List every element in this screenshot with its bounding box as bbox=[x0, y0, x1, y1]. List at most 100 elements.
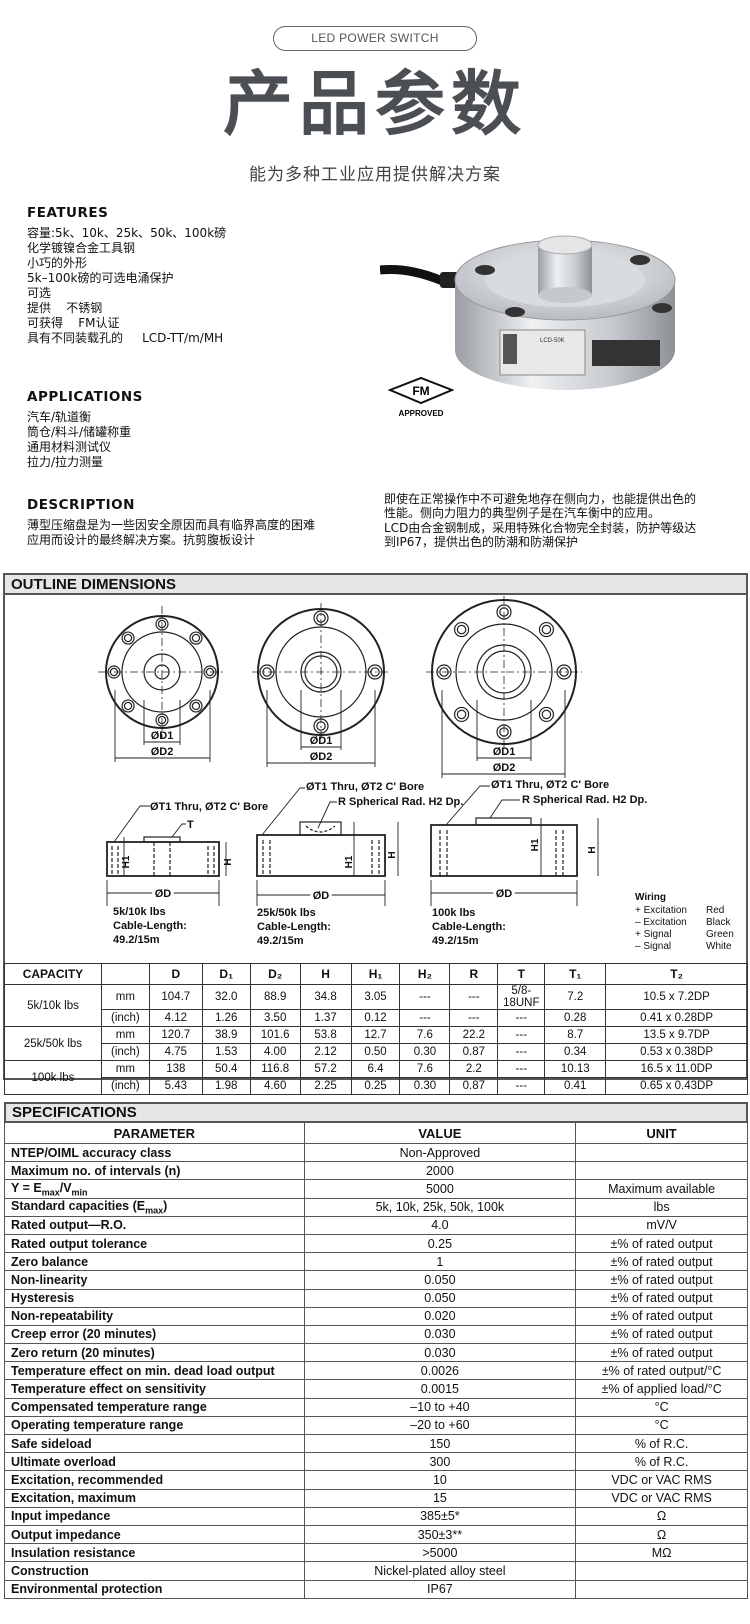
application-item: 汽车/轨道衡 bbox=[27, 410, 92, 424]
parameter-cell: NTEP/OIML accuracy class bbox=[4, 1142, 305, 1163]
spec-row: Input impedance 385±5* Ω bbox=[4, 1506, 748, 1526]
value-cell: 101.6 bbox=[249, 1026, 301, 1044]
wiring-legend: Wiring + Excitation Red – Excitation Bla… bbox=[635, 892, 734, 952]
value-cell: 0.0026 bbox=[303, 1361, 577, 1381]
specifications-header-row: PARAMETER VALUE UNIT bbox=[4, 1122, 748, 1144]
parameter-cell: Standard capacities (Emax) bbox=[4, 1197, 305, 1217]
column-header: T₁ bbox=[544, 963, 607, 985]
column-header: PARAMETER bbox=[4, 1122, 305, 1144]
value-cell: 0.87 bbox=[449, 1077, 499, 1095]
parameter-cell: Rated output tolerance bbox=[4, 1233, 305, 1254]
unit-cell bbox=[575, 1161, 748, 1181]
label-h: H bbox=[223, 858, 234, 865]
parameter-cell: Safe sideload bbox=[4, 1433, 305, 1454]
value-cell: 16.5 x 11.0DP bbox=[605, 1060, 748, 1078]
capacity-cell: 100k lbs bbox=[4, 1060, 102, 1095]
value-cell: 15 bbox=[303, 1488, 577, 1508]
capacity-cell: 5k/10k lbs bbox=[4, 984, 102, 1027]
column-header: UNIT bbox=[575, 1122, 748, 1144]
value-cell: 2.12 bbox=[299, 1043, 352, 1061]
unit-cell: ±% of rated output bbox=[575, 1270, 748, 1290]
parameter-cell: Output impedance bbox=[4, 1524, 305, 1545]
spec-row: Environmental protection IP67 bbox=[4, 1579, 748, 1599]
value-cell: 0.28 bbox=[544, 1009, 607, 1027]
header-pill-label: LED POWER SWITCH bbox=[273, 26, 477, 51]
table-row: (inch) 5.43 1.98 4.60 2.25 0.25 0.30 0.87 --- 0.4… bbox=[5, 1077, 748, 1095]
mounting-hole bbox=[121, 699, 135, 713]
feature-item: 小巧的外形 bbox=[27, 256, 88, 270]
label-spherical: R Spherical Rad. H2 Dp. bbox=[338, 796, 463, 808]
parameter-cell: Ultimate overload bbox=[4, 1452, 305, 1472]
spec-row: Output impedance 350±3** Ω bbox=[4, 1524, 748, 1545]
spec-row: Non-repeatability 0.020 ±% of rated output bbox=[4, 1306, 748, 1326]
value-cell: 0.30 bbox=[399, 1077, 451, 1095]
unit-cell: Maximum available bbox=[575, 1179, 748, 1199]
value-cell: –20 to +60 bbox=[303, 1415, 577, 1436]
description-line: 到IP67，提供出色的防潮和防潮保护 bbox=[384, 534, 579, 549]
value-cell: –10 to +40 bbox=[303, 1397, 577, 1417]
table-row: (inch) 4.75 1.53 4.00 2.12 0.50 0.30 0.87 --- 0.3… bbox=[5, 1043, 748, 1061]
table-row: 100k lbs mm 138 50.4 116.8 57.2 6.4 7.6 2.2 --- 10… bbox=[4, 1060, 748, 1095]
svg-text:APPROVED: APPROVED bbox=[399, 409, 444, 418]
wiring-signal: – Signal bbox=[635, 941, 671, 952]
description-line: 性能。侧向力阻力的典型例子是在汽车衡中的应用。 bbox=[384, 506, 661, 521]
spec-row: Zero return (20 minutes) 0.030 ±% of rated… bbox=[4, 1343, 748, 1363]
value-cell: 53.8 bbox=[299, 1026, 352, 1044]
parameter-text: ) bbox=[163, 1198, 168, 1213]
value-cell: 0.50 bbox=[350, 1043, 401, 1061]
description-line: LCD由合金钢制成，采用特殊化合物完全封装，防护等级达 bbox=[384, 520, 697, 535]
feature-item: 可选 bbox=[27, 286, 52, 300]
label-d1: ØD1 bbox=[493, 746, 516, 758]
spec-row: Non-linearity 0.050 ±% of rated output bbox=[4, 1270, 748, 1290]
parameter-cell: Temperature effect on sensitivity bbox=[4, 1379, 305, 1399]
wiring-color: Red bbox=[706, 905, 724, 916]
value-cell: 38.9 bbox=[201, 1026, 251, 1044]
capacity-cell: 25k/50k lbs bbox=[4, 1026, 102, 1061]
features-list: 容量:5k、10k、25k、50k、100k磅 化学镀镍合金工具钢 小巧的外形 … bbox=[27, 226, 226, 346]
label-d: ØD bbox=[496, 888, 513, 900]
parameter-cell: Maximum no. of intervals (n) bbox=[4, 1161, 305, 1181]
value-cell: --- bbox=[497, 1026, 546, 1044]
side-view-100k bbox=[430, 785, 599, 906]
spec-row: Temperature effect on min. dead load out… bbox=[4, 1361, 748, 1381]
column-header bbox=[100, 963, 150, 985]
unit-cell: ±% of rated output bbox=[575, 1324, 748, 1345]
label-d2: ØD2 bbox=[310, 751, 333, 763]
label-d2: ØD2 bbox=[493, 762, 516, 774]
value-cell: 4.12 bbox=[148, 1009, 203, 1027]
cable-length-value: 49.2/15m bbox=[432, 935, 479, 947]
unit-cell: ±% of rated output bbox=[575, 1288, 748, 1308]
value-cell: 5k, 10k, 25k, 50k, 100k bbox=[303, 1197, 577, 1217]
table-row: (inch) 4.12 1.26 3.50 1.37 0.12 --- --- --- 0.28 0… bbox=[5, 1009, 748, 1027]
side-view-5k-10k bbox=[106, 805, 227, 906]
cable-length-label: Cable-Length: bbox=[113, 920, 187, 932]
value-cell: 2000 bbox=[303, 1161, 577, 1181]
spec-row: Rated output—R.O. 4.0 mV/V bbox=[4, 1215, 748, 1235]
column-header: CAPACITY bbox=[4, 963, 102, 985]
unit-cell: (inch) bbox=[100, 1077, 150, 1095]
value-cell: 4.0 bbox=[303, 1215, 577, 1235]
label-d1: ØD1 bbox=[310, 735, 333, 747]
label-bore: ØT1 Thru, ØT2 C' Bore bbox=[150, 801, 268, 813]
label-h: H bbox=[387, 851, 398, 858]
table-row: 25k/50k lbs mm 120.7 38.9 101.6 53.8 12.7 7.6 22… bbox=[4, 1026, 748, 1061]
value-cell: 0.25 bbox=[303, 1233, 577, 1254]
label-spherical: R Spherical Rad. H2 Dp. bbox=[522, 794, 647, 806]
mounting-hole bbox=[189, 699, 203, 713]
parameter-cell: Non-linearity bbox=[4, 1270, 305, 1290]
cable-length-label: Cable-Length: bbox=[432, 921, 506, 933]
svg-text:FM: FM bbox=[412, 384, 429, 398]
parameter-cell: Temperature effect on min. dead load out… bbox=[4, 1361, 305, 1381]
parameter-cell: Environmental protection bbox=[4, 1579, 305, 1599]
spec-row: Ultimate overload 300% of R.C. bbox=[4, 1452, 748, 1472]
parameter-text: Y = E bbox=[11, 1180, 42, 1195]
value-cell: 7.6 bbox=[399, 1060, 451, 1078]
value-cell: 0.87 bbox=[449, 1043, 499, 1061]
label-h: H bbox=[587, 846, 598, 853]
value-cell: 50.4 bbox=[201, 1060, 251, 1078]
parameter-text: max bbox=[145, 1205, 164, 1216]
value-cell: 34.8 bbox=[299, 984, 352, 1010]
parameter-cell: Zero balance bbox=[4, 1252, 305, 1272]
value-cell: 0.020 bbox=[303, 1306, 577, 1326]
product-image-load-cell: LCD-50K bbox=[380, 235, 676, 390]
